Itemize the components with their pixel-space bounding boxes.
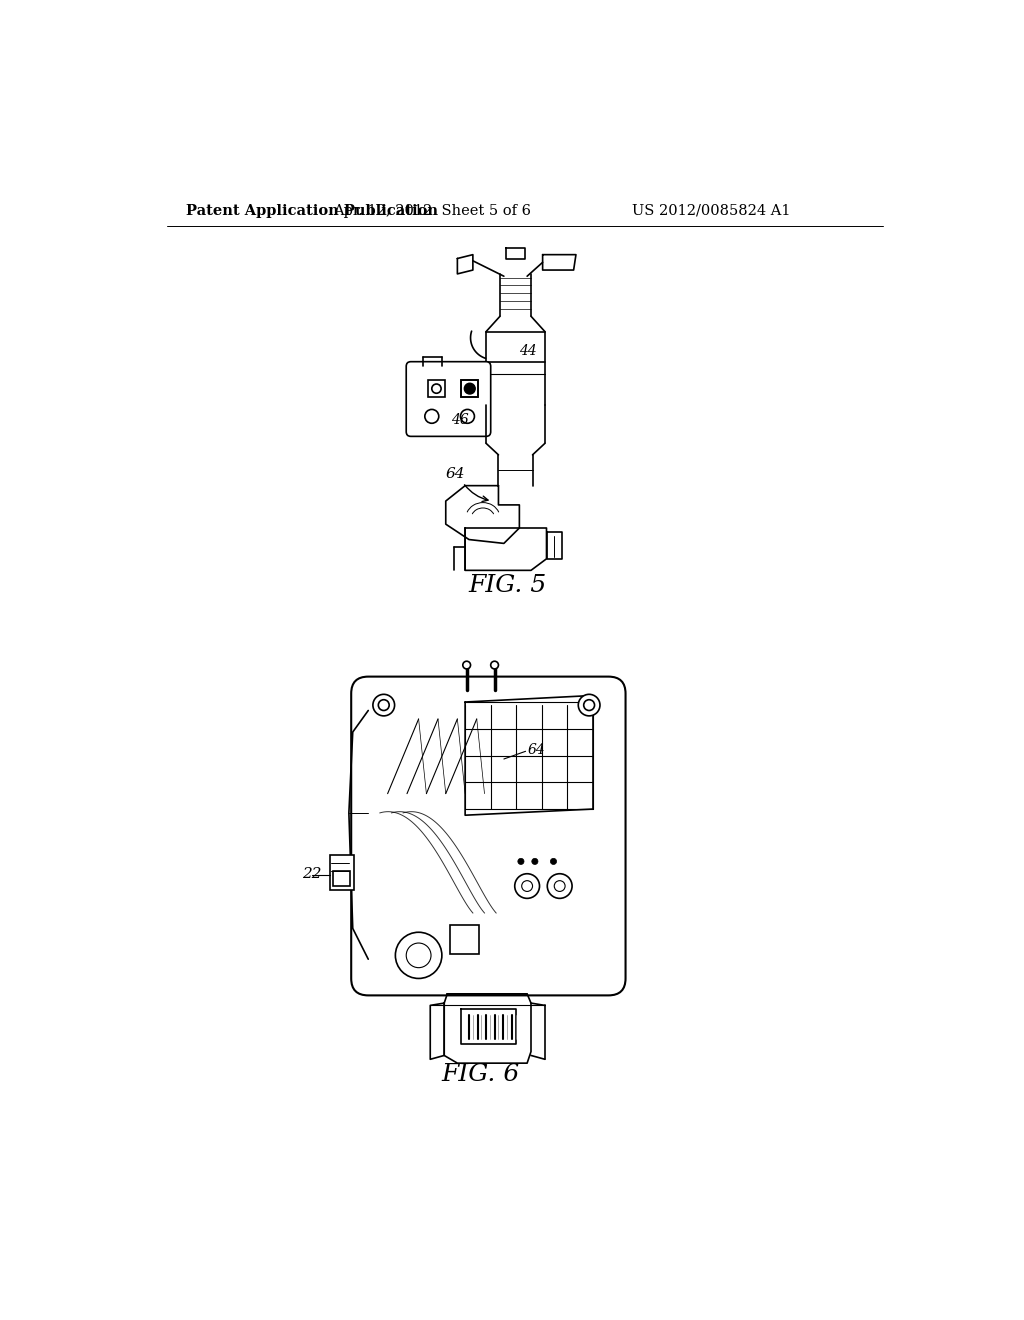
Circle shape (550, 858, 557, 865)
Circle shape (373, 694, 394, 715)
Text: 64: 64 (527, 743, 545, 756)
Circle shape (395, 932, 442, 978)
Circle shape (461, 409, 474, 424)
Circle shape (378, 700, 389, 710)
Text: Patent Application Publication: Patent Application Publication (186, 203, 438, 218)
Circle shape (547, 874, 572, 899)
Circle shape (425, 409, 438, 424)
Text: 22: 22 (302, 867, 322, 882)
FancyBboxPatch shape (407, 362, 490, 437)
Circle shape (432, 384, 441, 393)
Circle shape (584, 700, 595, 710)
Circle shape (407, 942, 431, 968)
Circle shape (554, 880, 565, 891)
Circle shape (463, 661, 471, 669)
Circle shape (518, 858, 524, 865)
Text: US 2012/0085824 A1: US 2012/0085824 A1 (632, 203, 791, 218)
Text: 64: 64 (445, 467, 465, 480)
Bar (330, 855, 354, 890)
Text: FIG. 5: FIG. 5 (469, 574, 547, 597)
Circle shape (464, 383, 475, 395)
Bar (450, 924, 479, 954)
Circle shape (521, 880, 532, 891)
Bar (334, 871, 350, 886)
Text: 44: 44 (519, 345, 538, 358)
Text: 46: 46 (452, 413, 469, 428)
Bar (461, 380, 478, 397)
Text: Apr. 12, 2012  Sheet 5 of 6: Apr. 12, 2012 Sheet 5 of 6 (334, 203, 531, 218)
Circle shape (515, 874, 540, 899)
Bar (428, 380, 445, 397)
Text: FIG. 6: FIG. 6 (441, 1063, 520, 1086)
FancyBboxPatch shape (351, 677, 626, 995)
Bar (461, 380, 478, 397)
Circle shape (531, 858, 538, 865)
Circle shape (579, 694, 600, 715)
Circle shape (490, 661, 499, 669)
